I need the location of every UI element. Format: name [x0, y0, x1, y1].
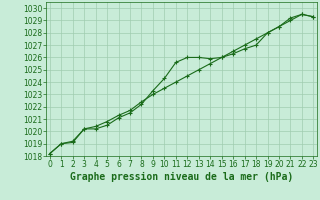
- X-axis label: Graphe pression niveau de la mer (hPa): Graphe pression niveau de la mer (hPa): [70, 172, 293, 182]
